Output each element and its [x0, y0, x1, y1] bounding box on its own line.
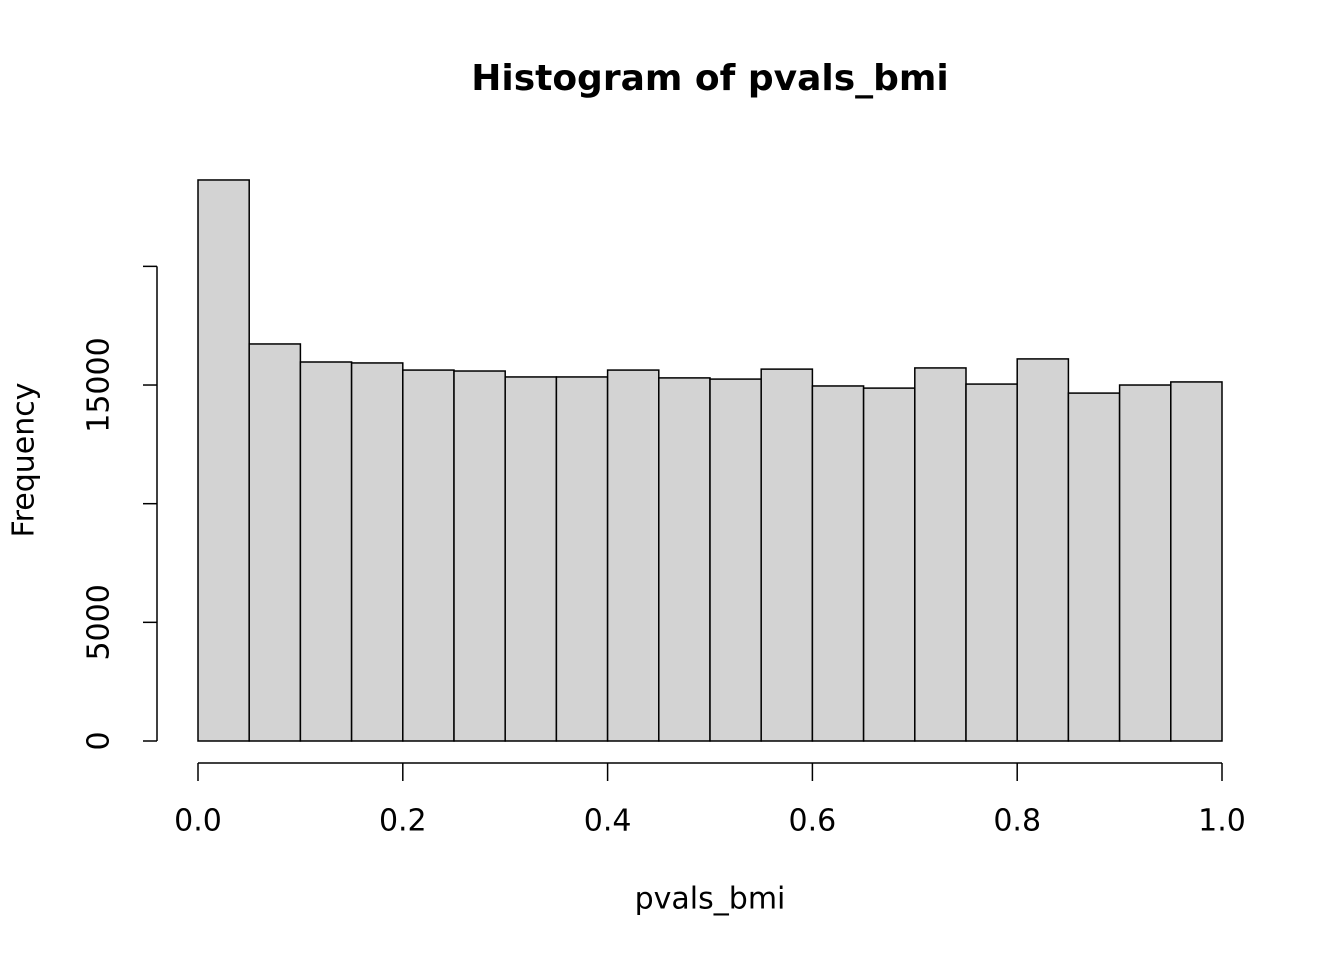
bar [606, 369, 660, 742]
bar [1067, 392, 1121, 742]
bar [658, 377, 711, 742]
y-axis-label: Frequency [7, 383, 42, 538]
bar [760, 368, 814, 742]
bar [350, 362, 404, 742]
bar [299, 361, 353, 742]
x-tick-label: 0.0 [174, 804, 222, 839]
bar [709, 378, 762, 742]
bar [1170, 381, 1223, 742]
bar [197, 179, 250, 742]
bar [811, 385, 865, 742]
y-tick-label: 15000 [82, 337, 117, 432]
chart-title: Histogram of pvals_bmi [471, 58, 949, 99]
bar [402, 369, 455, 742]
bar [504, 376, 558, 742]
bar [914, 367, 967, 742]
bar [965, 383, 1018, 742]
x-tick-label: 1.0 [1198, 804, 1246, 839]
y-tick-label: 5000 [82, 584, 117, 660]
x-tick-label: 0.8 [993, 804, 1041, 839]
bar [1118, 384, 1172, 742]
y-tick-label: 0 [82, 731, 117, 750]
bar [453, 370, 506, 742]
x-tick-label: 0.2 [379, 804, 427, 839]
x-tick-label: 0.6 [789, 804, 837, 839]
bar [1016, 358, 1070, 742]
x-axis-label: pvals_bmi [635, 882, 786, 917]
bar [248, 343, 302, 742]
bar [555, 376, 609, 742]
bar [862, 387, 916, 742]
x-tick-label: 0.4 [584, 804, 632, 839]
